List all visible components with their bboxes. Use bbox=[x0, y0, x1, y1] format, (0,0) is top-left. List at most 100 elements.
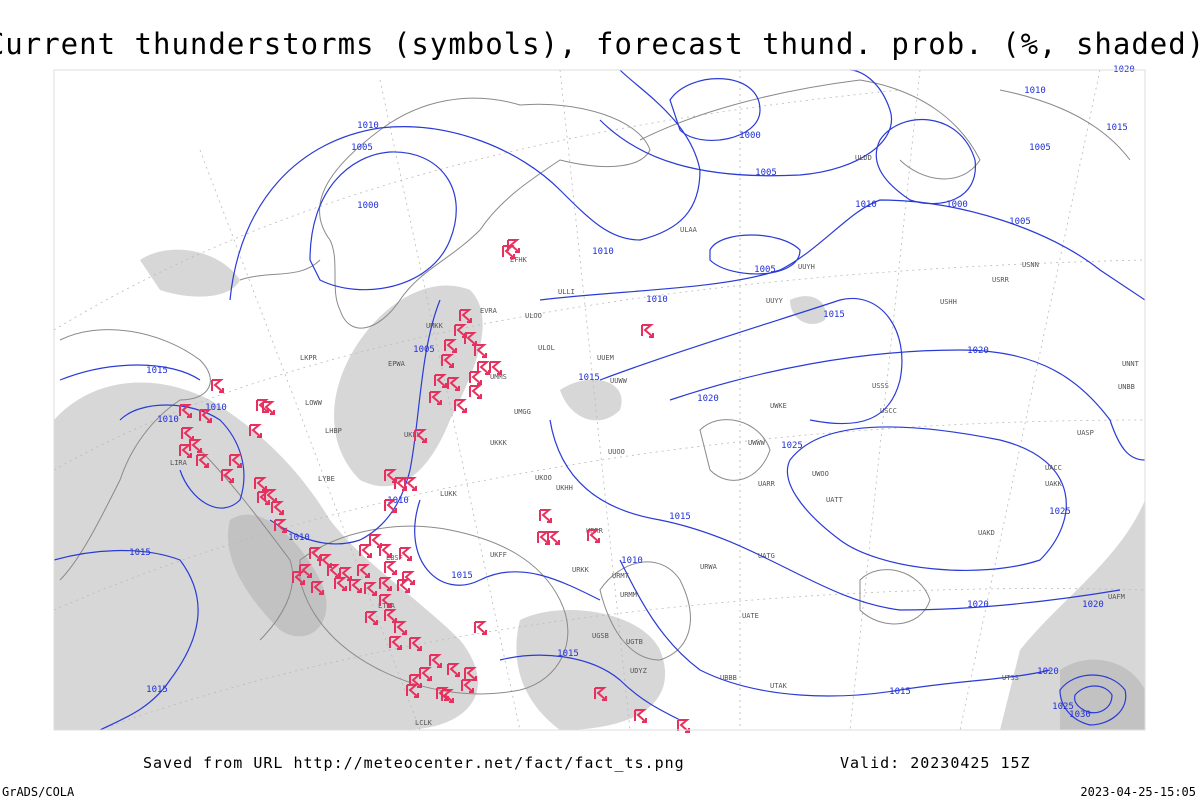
isobar-label: 1015 bbox=[557, 649, 579, 659]
thunderstorm-symbol bbox=[474, 344, 487, 358]
thunderstorm-symbol bbox=[379, 544, 392, 558]
station-label: UMKK bbox=[426, 322, 444, 330]
station-label: UTAK bbox=[770, 682, 788, 690]
prob-area bbox=[1060, 659, 1145, 730]
station-label: URMT bbox=[612, 572, 630, 580]
station-label: ULOL bbox=[538, 344, 555, 352]
station-label: LBSF bbox=[386, 554, 403, 562]
isobar-label: 1005 bbox=[413, 345, 435, 355]
isobar-label: 1005 bbox=[351, 143, 373, 153]
station-label: LTBA bbox=[378, 602, 396, 610]
station-label: UKFF bbox=[490, 551, 507, 559]
station-label: LUKK bbox=[440, 490, 458, 498]
thunderstorm-symbol bbox=[397, 579, 410, 593]
thunderstorm-symbol bbox=[641, 324, 654, 338]
thunderstorm-symbol bbox=[474, 621, 487, 635]
isobar-label: 1015 bbox=[889, 687, 911, 697]
thunderstorm-symbol bbox=[189, 439, 202, 453]
station-label: LKPR bbox=[300, 354, 318, 362]
station-label: UAKK bbox=[1045, 480, 1063, 488]
station-label: UAFM bbox=[1108, 593, 1125, 601]
thunderstorm-symbol bbox=[379, 594, 392, 608]
station-label: LYBE bbox=[318, 475, 335, 483]
isobar-label: 1025 bbox=[781, 441, 803, 451]
thunderstorm-symbol bbox=[429, 654, 442, 668]
thunderstorm-symbol bbox=[406, 684, 419, 698]
thunderstorm-symbol bbox=[444, 339, 457, 353]
thunderstorm-symbol bbox=[384, 561, 397, 575]
station-label: LIRA bbox=[170, 459, 188, 467]
thunderstorm-symbol bbox=[199, 409, 212, 423]
station-label: UNNT bbox=[1122, 360, 1140, 368]
station-label: UARR bbox=[758, 480, 776, 488]
station-label: UUYH bbox=[798, 263, 815, 271]
thunderstorm-symbol bbox=[334, 577, 347, 591]
isobar-labels: 1010 1005 1000 1000 1005 1010 1005 1010 1000 1005… bbox=[129, 65, 1135, 720]
source-url: Saved from URL http://meteocenter.net/fa… bbox=[143, 754, 685, 772]
thunderstorm-symbol bbox=[271, 501, 284, 515]
station-label: URKK bbox=[572, 566, 590, 574]
thunderstorm-symbol bbox=[447, 377, 460, 391]
thunderstorm-symbol bbox=[419, 667, 432, 681]
isobar-label: 1015 bbox=[129, 548, 151, 558]
station-label: ULAA bbox=[680, 226, 698, 234]
isobar-label: 1020 bbox=[967, 346, 989, 356]
thunderstorm-symbol bbox=[379, 577, 392, 591]
timestamp: 2023-04-25-15:05 bbox=[1080, 785, 1196, 799]
thunderstorm-symbol bbox=[257, 491, 270, 505]
thunderstorm-symbol bbox=[447, 663, 460, 677]
thunderstorm-symbol bbox=[454, 399, 467, 413]
station-label: UKOO bbox=[535, 474, 552, 482]
isobar-label: 1015 bbox=[146, 366, 168, 376]
valid-time: Valid: 20230425 15Z bbox=[840, 754, 1031, 772]
thunderstorm-symbol bbox=[434, 374, 447, 388]
station-label: UTSS bbox=[1002, 674, 1019, 682]
isobar-label: 1020 bbox=[1082, 600, 1104, 610]
station-label: UATT bbox=[826, 496, 844, 504]
isobar-label: 1015 bbox=[1106, 123, 1128, 133]
isobar-label: 1015 bbox=[146, 685, 168, 695]
thunderstorm-symbol bbox=[274, 519, 287, 533]
station-label: UWKE bbox=[770, 402, 787, 410]
station-label: USRR bbox=[992, 276, 1010, 284]
thunderstorm-symbol bbox=[249, 424, 262, 438]
station-label: UKLL bbox=[404, 431, 421, 439]
thunderstorm-symbol bbox=[469, 371, 482, 385]
isobar-label: 1000 bbox=[946, 200, 968, 210]
thunderstorm-symbol bbox=[402, 571, 415, 585]
thunderstorm-symbol bbox=[539, 509, 552, 523]
isobar-label: 1010 bbox=[387, 496, 409, 506]
shading bbox=[54, 249, 1145, 730]
thunderstorm-symbol bbox=[292, 571, 305, 585]
station-label: LCLK bbox=[415, 719, 433, 727]
station-label: LHBP bbox=[325, 427, 342, 435]
isobar-label: 1030 bbox=[1069, 710, 1091, 720]
thunderstorm-symbol bbox=[359, 544, 372, 558]
station-label: UASP bbox=[1077, 429, 1094, 437]
station-label: USSS bbox=[872, 382, 889, 390]
thunderstorm-symbol bbox=[634, 709, 647, 723]
isobar-label: 1025 bbox=[1052, 702, 1074, 712]
map-border bbox=[53, 69, 1146, 731]
isobar-label: 1010 bbox=[646, 295, 668, 305]
station-label: UUEM bbox=[597, 354, 614, 362]
station-label: UUWW bbox=[610, 377, 628, 385]
title: Current thunderstorms (symbols), forecas… bbox=[0, 27, 1200, 61]
thunderstorm-symbol bbox=[179, 444, 192, 458]
prob-area bbox=[516, 610, 666, 730]
isobars bbox=[53, 69, 1146, 731]
isobar-label: 1020 bbox=[967, 600, 989, 610]
thunderstorm-symbol bbox=[349, 579, 362, 593]
station-label: UNBB bbox=[1118, 383, 1135, 391]
thunderstorm-symbol bbox=[414, 429, 427, 443]
station-label: UACC bbox=[1045, 464, 1062, 472]
station-label: UUOO bbox=[608, 448, 625, 456]
station-label: URMM bbox=[620, 591, 637, 599]
isobar-label: 1010 bbox=[357, 121, 379, 131]
prob-area bbox=[560, 379, 622, 421]
isobar-label: 1010 bbox=[1024, 86, 1046, 96]
thunderstorm-symbol bbox=[461, 679, 474, 693]
thunderstorm-symbol bbox=[547, 531, 560, 545]
station-label: EVRA bbox=[480, 307, 498, 315]
thunderstorm-symbol bbox=[229, 454, 242, 468]
